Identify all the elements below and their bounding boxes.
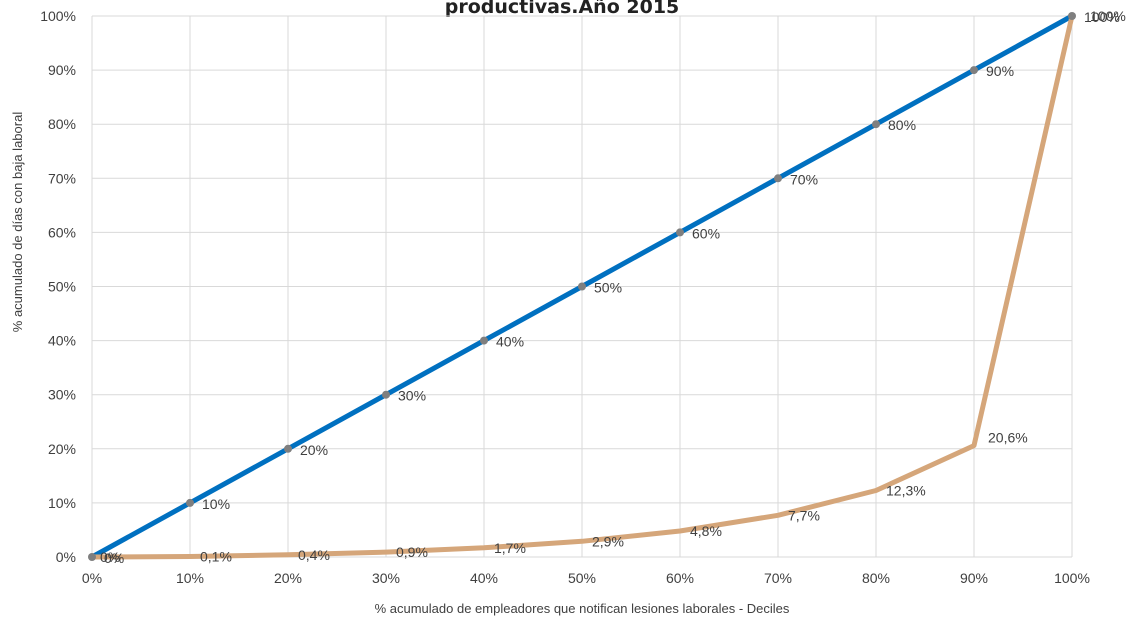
series-marker <box>774 174 782 183</box>
data-label: 90% <box>986 63 1014 79</box>
data-labels: 0% 10% 20% 30% 40% 50% 60% 70% 80% 90% 100% 0% 0,1% 0… <box>100 8 1126 566</box>
series-marker <box>186 498 194 507</box>
x-tick-label: 60% <box>666 570 694 586</box>
data-label: 0,9% <box>396 544 428 560</box>
data-label: 50% <box>594 280 622 296</box>
y-tick-label: 80% <box>48 116 76 132</box>
data-label: 0% <box>104 550 124 566</box>
x-tick-label: 80% <box>862 570 890 586</box>
x-tick-label: 100% <box>1054 570 1090 586</box>
series-marker <box>382 390 390 399</box>
chart-title: productivas.Año 2015 <box>445 0 680 18</box>
data-label: 30% <box>398 388 426 404</box>
y-tick-label: 70% <box>48 170 76 186</box>
data-label: 60% <box>692 225 720 241</box>
series-marker <box>676 228 684 237</box>
data-label: 70% <box>790 171 818 187</box>
y-tick-label: 50% <box>48 279 76 295</box>
series-marker <box>872 120 880 129</box>
series-marker <box>1068 12 1076 20</box>
data-label: 1,7% <box>494 540 526 556</box>
x-tick-labels: 0% 10% 20% 30% 40% 50% 60% 70% 80% 90% 100% <box>82 570 1090 586</box>
data-label: 10% <box>202 496 230 512</box>
y-tick-labels: 0% 10% 20% 30% 40% 50% 60% 70% 80% 90% 100% <box>40 8 76 565</box>
data-label: 0,1% <box>200 548 232 564</box>
y-tick-label: 20% <box>48 441 76 457</box>
series-marker <box>578 282 586 291</box>
y-tick-label: 40% <box>48 333 76 349</box>
y-tick-label: 100% <box>40 8 76 24</box>
series-marker <box>88 553 96 561</box>
data-label: 12,3% <box>886 482 926 498</box>
y-axis-label: % acumulado de días con baja laboral <box>10 112 25 333</box>
y-tick-label: 30% <box>48 387 76 403</box>
x-tick-label: 40% <box>470 570 498 586</box>
data-label: 0,4% <box>298 547 330 563</box>
x-axis-label: % acumulado de empleadores que notifican… <box>375 601 790 616</box>
series-marker <box>480 336 488 345</box>
y-tick-label: 0% <box>56 549 76 565</box>
y-tick-label: 60% <box>48 224 76 240</box>
data-label: 2,9% <box>592 533 624 549</box>
x-tick-label: 20% <box>274 570 302 586</box>
series-marker <box>284 444 292 453</box>
data-label: 0% <box>100 549 120 565</box>
y-tick-label: 90% <box>48 62 76 78</box>
x-tick-label: 50% <box>568 570 596 586</box>
data-label: 80% <box>888 117 916 133</box>
x-tick-label: 90% <box>960 570 988 586</box>
data-label: 100% <box>1084 9 1120 25</box>
data-label: 20% <box>300 442 328 458</box>
series-marker <box>970 66 978 75</box>
series-line-2 <box>89 13 1075 560</box>
data-label: 20,6% <box>988 430 1028 446</box>
data-label: 4,8% <box>690 523 722 539</box>
y-tick-label: 10% <box>48 495 76 511</box>
x-tick-label: 0% <box>82 570 102 586</box>
x-tick-label: 30% <box>372 570 400 586</box>
data-label: 100% <box>1090 8 1126 24</box>
x-tick-label: 10% <box>176 570 204 586</box>
series-markers <box>88 12 1076 561</box>
data-label: 7,7% <box>788 507 820 523</box>
data-label: 40% <box>496 334 524 350</box>
x-tick-label: 70% <box>764 570 792 586</box>
